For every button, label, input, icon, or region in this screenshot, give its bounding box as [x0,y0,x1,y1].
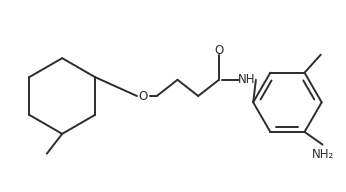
Text: O: O [139,89,148,103]
Text: NH: NH [238,73,256,86]
Text: O: O [214,44,224,57]
Text: NH₂: NH₂ [311,148,334,161]
